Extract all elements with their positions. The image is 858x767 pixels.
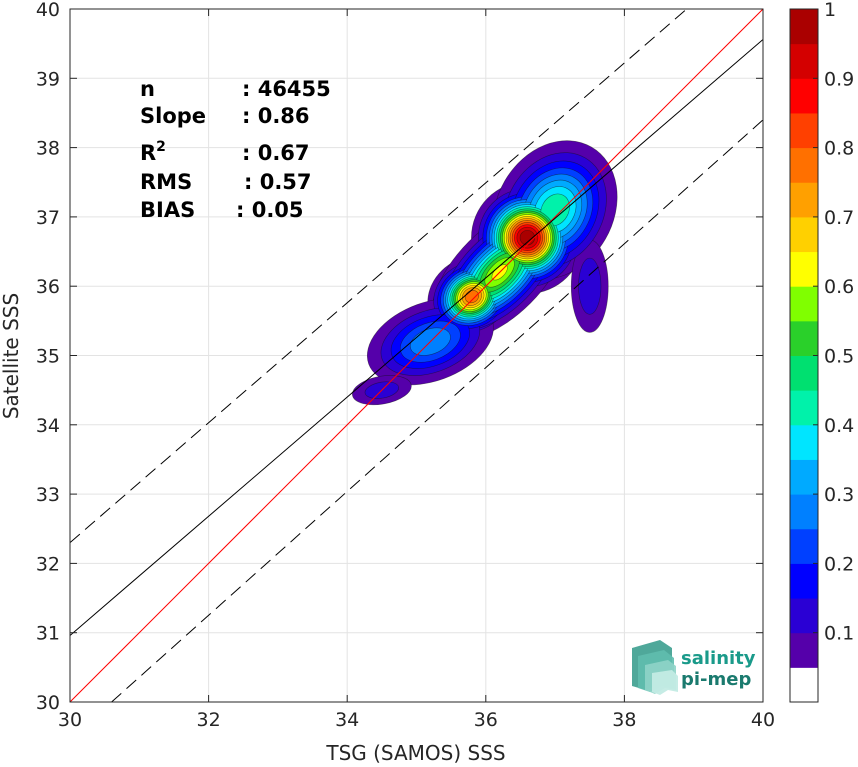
- x-tick-label: 32: [197, 709, 221, 731]
- stat-value: : 0.05: [236, 198, 304, 222]
- x-tick-label: 40: [751, 709, 775, 731]
- colorbar-tick-label: 1: [824, 0, 836, 21]
- colorbar-segment: [790, 78, 818, 114]
- contour-level-2: [578, 257, 602, 315]
- colorbar-segment: [790, 390, 818, 426]
- colorbar-tick-label: 0.7: [824, 207, 854, 229]
- y-tick-label: 30: [36, 692, 60, 714]
- colorbar-tick-label: 0.6: [824, 276, 854, 298]
- colorbar-segment: [790, 147, 818, 183]
- regression-line: [70, 39, 763, 636]
- stat-value: : 0.86: [242, 104, 310, 128]
- stat-value: : 0.67: [242, 141, 310, 165]
- colorbar-tick-label: 0.1: [824, 623, 854, 645]
- y-tick-label: 40: [36, 0, 60, 21]
- y-tick-label: 31: [36, 623, 60, 645]
- colorbar-tick-label: 0.3: [824, 484, 854, 506]
- lower-bound-line: [111, 119, 763, 702]
- x-tick-label: 36: [474, 709, 498, 731]
- colorbar-segment: [790, 528, 818, 564]
- stat-label-superscript: 2: [156, 139, 166, 155]
- x-axis-ticks: 30 32 34 36 38 40: [58, 9, 775, 731]
- stat-value: : 46455: [242, 77, 331, 101]
- colorbar-segment: [790, 632, 818, 668]
- logo-text-line2: pi-mep: [681, 669, 751, 690]
- y-tick-label: 39: [36, 68, 60, 90]
- stat-label: RMS: [140, 170, 192, 194]
- colorbar-segment: [790, 9, 818, 45]
- x-tick-label: 34: [335, 709, 359, 731]
- stat-label: Slope: [140, 104, 206, 128]
- stat-label: BIAS: [140, 198, 195, 222]
- logo-text-line1: salinity: [681, 648, 756, 669]
- wave-logo-icon: [632, 640, 678, 695]
- one-to-one-line: [70, 9, 763, 702]
- colorbar-tick-label: 0.4: [824, 415, 854, 437]
- colorbar-segment: [790, 667, 818, 703]
- colorbar-segment: [790, 320, 818, 356]
- reference-lines: [70, 9, 763, 702]
- colorbar-tick-label: 0.9: [824, 68, 854, 90]
- contour-level-15: [464, 290, 479, 304]
- stat-label: n: [140, 77, 155, 101]
- stat-value: : 0.57: [244, 170, 312, 194]
- colorbar-segment: [790, 355, 818, 391]
- y-tick-label: 36: [36, 276, 60, 298]
- colorbar-segment: [790, 216, 818, 253]
- salinity-pi-mep-logo: salinity pi-mep: [632, 640, 756, 695]
- y-tick-label: 38: [36, 138, 60, 160]
- y-axis-ticks: 30 31 32 33 34 35 36 37 38 39 40: [36, 0, 763, 714]
- colorbar-segment: [790, 182, 818, 218]
- stat-label: R2: [140, 139, 166, 165]
- x-tick-label: 38: [612, 709, 636, 731]
- colorbar: 0.1 0.2 0.3 0.4 0.5 0.6 0.7 0.8 0.9 1: [789, 0, 854, 703]
- y-tick-label: 32: [36, 553, 60, 575]
- upper-bound-line: [70, 9, 688, 543]
- colorbar-segment: [790, 563, 818, 599]
- colorbar-segment: [790, 598, 818, 634]
- colorbar-segment: [790, 459, 818, 495]
- y-tick-label: 35: [36, 346, 60, 368]
- colorbar-segment: [790, 251, 818, 287]
- x-axis-label: TSG (SAMOS) SSS: [325, 741, 505, 765]
- density-contours: [352, 140, 618, 406]
- colorbar-tick-label: 0.2: [824, 553, 854, 575]
- y-tick-label: 37: [36, 207, 60, 229]
- y-tick-label: 34: [36, 415, 60, 437]
- colorbar-segment: [790, 43, 818, 79]
- colorbar-segment: [790, 494, 818, 530]
- y-tick-label: 33: [36, 484, 60, 506]
- colorbar-tick-label: 0.8: [824, 138, 854, 160]
- statistics-box: n : 46455 Slope : 0.86 R2 : 0.67 RMS : 0.57 BIAS…: [140, 77, 331, 222]
- x-tick-label: 30: [58, 709, 82, 731]
- colorbar-tick-label: 0.5: [824, 346, 854, 368]
- colorbar-segment: [790, 112, 818, 149]
- colorbar-segment: [790, 286, 818, 322]
- colorbar-segment: [790, 424, 818, 460]
- y-axis-label: Satellite SSS: [0, 293, 23, 419]
